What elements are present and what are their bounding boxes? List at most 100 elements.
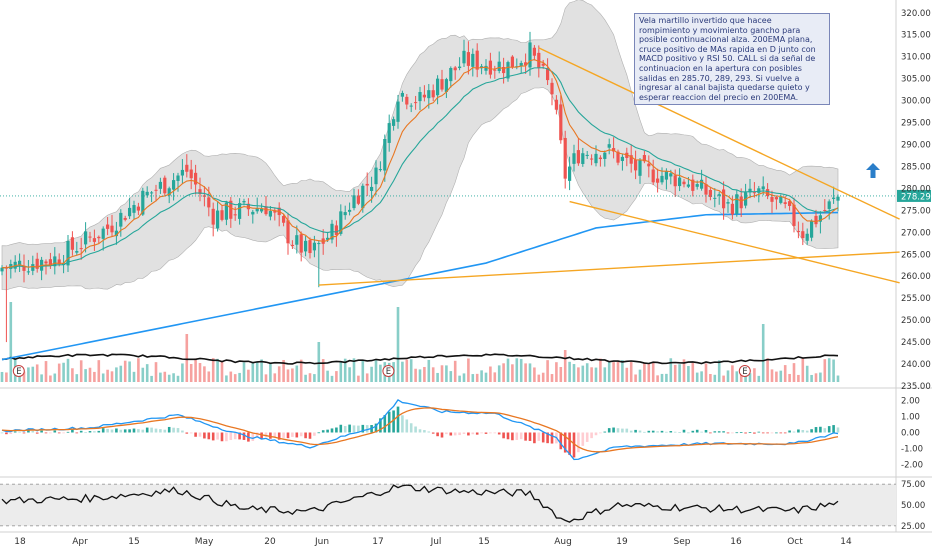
candle-body [383,139,387,171]
price-axis-tick: 255.00 [901,294,931,304]
macd-histogram-bar [748,432,752,433]
volume-bar [766,358,769,382]
volume-bar [726,370,730,382]
candle-body [53,256,57,267]
candle-body [449,67,453,82]
macd-histogram-bar [792,431,796,433]
macd-histogram-bar [511,432,514,441]
price-axis-tick: 270.00 [901,228,931,238]
macd-histogram-bar [537,432,541,441]
candle-body [717,194,721,196]
volume-bar [449,371,453,382]
volume-bar [559,367,563,382]
candle-body [651,169,655,183]
candle-body [194,172,198,185]
last-price-label: 278.29 [901,192,931,202]
macd-histogram-bar [339,424,343,433]
volume-bar [313,374,316,382]
volume-bar [321,359,325,382]
macd-histogram-bar [726,432,730,434]
candle-body [484,65,488,71]
candle-body [735,194,739,214]
candle-body [405,96,409,105]
volume-bar [832,359,835,382]
volume-bar [489,366,492,382]
trendline-1 [538,47,900,220]
volume-bar [150,375,153,382]
time-axis-tick: 17 [372,537,383,547]
volume-bar [647,363,651,382]
candle-body [488,60,492,75]
macd-histogram-bar [753,432,756,434]
macd-histogram-bar [238,432,241,440]
rsi-axis-tick: 75.00 [901,480,925,490]
candle-body [238,203,242,219]
macd-histogram-bar [49,432,52,434]
candle-body [185,164,189,172]
candle-body [224,202,228,220]
candle-body [114,230,118,237]
volume-bar [682,359,686,382]
macd-histogram-bar [607,428,611,433]
macd-histogram-bar [431,432,435,434]
volume-bar [106,369,109,382]
macd-histogram-bar [594,432,598,436]
candle-body [409,105,413,107]
candle-body [783,202,787,204]
candle-body [823,210,827,212]
volume-bar [35,364,39,382]
volume-bar [31,366,35,382]
candle-body [704,184,708,195]
ema-mid-line [1,67,839,269]
candle-body [418,92,422,102]
macd-histogram-bar [528,432,532,441]
volume-bar [709,374,712,382]
volume-bar [533,367,536,382]
candle-body [101,228,105,239]
volume-bar [71,368,74,382]
macd-histogram-bar [176,428,180,433]
candle-body [211,208,215,225]
macd-histogram-bar [453,432,457,436]
candle-body [801,231,805,239]
candle-body [453,67,457,71]
volume-bar [75,374,79,382]
volume-bar [269,362,272,382]
candle-body [396,101,400,122]
volume-bar [669,358,673,382]
time-axis-tick: 18 [14,537,26,547]
candle-body [365,183,369,186]
macd-histogram-bar [458,432,461,436]
bollinger-band [1,0,839,291]
candle-body [136,206,140,211]
candle-body [638,160,642,176]
candle-body [106,224,110,229]
candle-body [264,206,268,215]
macd-axis-tick: 0.00 [901,429,920,439]
candle-body [392,119,396,126]
macd-histogram-bar [123,429,127,433]
macd-histogram-bar [115,428,118,433]
candle-body [502,67,506,74]
macd-histogram-bar [660,430,664,433]
macd-histogram-bar [317,432,321,434]
candle-body [387,123,391,143]
candle-body [532,47,536,56]
volume-bar [326,370,329,382]
macd-histogram-bar [40,430,43,433]
volume-bar [555,362,558,382]
volume-bar [79,360,83,382]
volume-bar [286,369,290,382]
candle-body [546,67,550,81]
volume-bar [229,371,233,382]
candle-body [774,197,778,200]
candle-body [246,203,250,210]
macd-histogram-bar [625,428,629,433]
earnings-marker-label: E [742,367,747,377]
macd-histogram-bar [616,428,620,433]
volume-bar [216,358,219,382]
volume-bar [484,372,488,382]
candle-body [730,203,734,215]
